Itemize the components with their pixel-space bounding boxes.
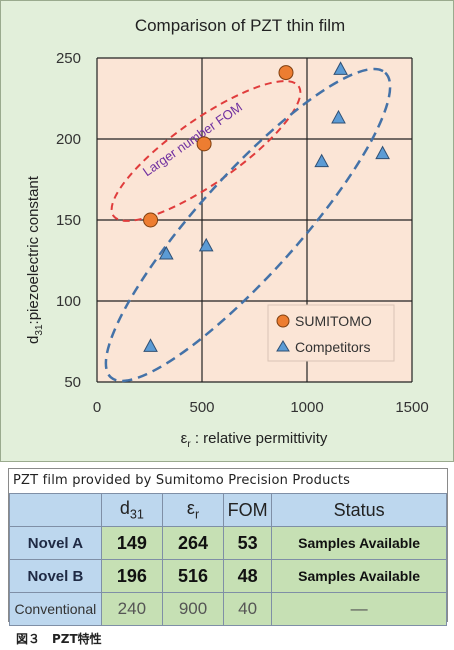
legend-box bbox=[267, 304, 395, 362]
cell-fom: 40 bbox=[223, 592, 273, 626]
table-header-row: d31 εr FOM Status bbox=[9, 493, 447, 527]
competitors-ellipse bbox=[104, 67, 392, 383]
competitor-point bbox=[314, 153, 330, 168]
row-label: Novel B bbox=[9, 559, 102, 593]
legend-label-competitors: Competitors bbox=[295, 339, 370, 355]
legend-label-sumitomo: SUMITOMO bbox=[295, 313, 372, 329]
table-title: PZT film provided by Sumitomo Precision … bbox=[13, 473, 351, 488]
table-row: Novel A 149 264 53 Samples Available bbox=[9, 526, 447, 560]
x-tick-label: 500 bbox=[189, 399, 214, 416]
x-tick-label: 0 bbox=[93, 399, 101, 416]
tick-labels: 0 500 1000 1500 50 100 150 200 250 bbox=[56, 50, 429, 416]
cell-status: — bbox=[271, 592, 447, 626]
sumitomo-point bbox=[196, 136, 212, 152]
competitor-point bbox=[331, 109, 346, 124]
cell-er: 516 bbox=[161, 559, 225, 593]
legend-marker-sumitomo bbox=[276, 314, 290, 328]
x-tick-label: 1500 bbox=[395, 399, 428, 416]
y-tick-label: 250 bbox=[56, 50, 81, 67]
y-tick-label: 150 bbox=[56, 212, 81, 229]
legend-marker-competitors bbox=[276, 340, 290, 352]
table-row: Novel B 196 516 48 Samples Available bbox=[9, 559, 447, 593]
competitor-point bbox=[198, 237, 214, 252]
figure-caption: 図３ PZT特性 bbox=[16, 632, 102, 646]
table-row: Conventional 240 900 40 — bbox=[9, 592, 447, 626]
y-tick-label: 200 bbox=[56, 131, 81, 148]
cell-status: Samples Available bbox=[271, 559, 447, 593]
competitor-point bbox=[333, 61, 348, 75]
header-er: εr bbox=[161, 493, 225, 527]
sumitomo-point bbox=[143, 212, 159, 228]
competitor-point bbox=[143, 338, 158, 352]
header-blank bbox=[9, 493, 102, 527]
row-label: Novel A bbox=[9, 526, 102, 560]
data-points bbox=[143, 61, 390, 352]
y-axis-label: d31:piezoelectric constant bbox=[25, 175, 45, 344]
scatter-chart: Comparison of PZT thin film 0 500 1000 1500… bbox=[0, 0, 454, 462]
x-tick-label: 1000 bbox=[290, 399, 323, 416]
cell-er: 900 bbox=[161, 592, 225, 626]
cell-er: 264 bbox=[161, 526, 225, 560]
pzt-table-panel: PZT film provided by Sumitomo Precision … bbox=[8, 468, 448, 626]
header-d31: d31 bbox=[100, 493, 163, 527]
cell-d31: 240 bbox=[100, 592, 163, 626]
header-status: Status bbox=[271, 493, 447, 527]
row-label: Conventional bbox=[9, 592, 102, 626]
sumitomo-point bbox=[278, 65, 294, 81]
legend: SUMITOMO Competitors bbox=[267, 304, 395, 362]
chart-panel: Comparison of PZT thin film 0 500 1000 1500… bbox=[0, 0, 454, 462]
header-fom: FOM bbox=[223, 493, 273, 527]
cell-d31: 196 bbox=[100, 559, 163, 593]
competitor-point bbox=[375, 145, 390, 160]
cell-fom: 53 bbox=[223, 526, 273, 560]
cell-status: Samples Available bbox=[271, 526, 447, 560]
cell-d31: 149 bbox=[100, 526, 163, 560]
x-axis-label: εr : relative permittivity bbox=[181, 430, 328, 450]
cell-fom: 48 bbox=[223, 559, 273, 593]
pzt-table: d31 εr FOM Status Novel A 149 264 53 Sam… bbox=[9, 493, 447, 626]
y-tick-label: 100 bbox=[56, 293, 81, 310]
y-tick-label: 50 bbox=[64, 374, 81, 391]
chart-title: Comparison of PZT thin film bbox=[135, 16, 345, 35]
competitor-point bbox=[158, 245, 174, 260]
